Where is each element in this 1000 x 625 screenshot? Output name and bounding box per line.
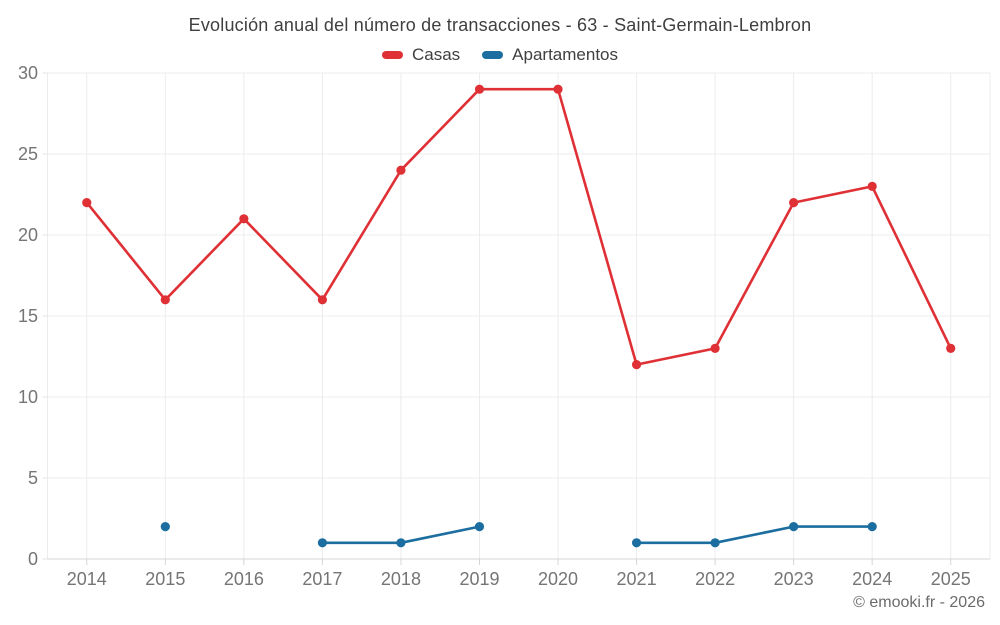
attribution-text: © emooki.fr - 2026 (853, 594, 985, 611)
y-axis-label: 25 (18, 144, 38, 164)
data-point (396, 165, 406, 175)
data-point (553, 84, 563, 94)
data-point (631, 538, 642, 548)
data-point (789, 522, 799, 532)
data-point (946, 343, 956, 353)
x-axis-label: 2023 (774, 569, 814, 589)
apartamentos-series-swatch-icon (482, 51, 504, 59)
x-axis-label: 2024 (852, 569, 892, 589)
y-axis-label: 5 (28, 468, 38, 488)
x-axis-label: 2020 (538, 569, 578, 589)
chart-legend: Casas Apartamentos (0, 45, 1000, 65)
legend-label-casas: Casas (411, 45, 461, 64)
y-axis-label: 10 (18, 387, 38, 407)
x-axis-label: 2018 (381, 569, 421, 589)
data-point (396, 538, 406, 548)
x-axis-label: 2022 (695, 569, 735, 589)
data-point (474, 522, 485, 532)
x-axis-label: 2015 (145, 569, 185, 589)
x-axis-label: 2016 (224, 569, 264, 589)
legend-item-casas[interactable]: Casas (381, 45, 461, 65)
y-axis-label: 30 (18, 63, 38, 83)
grid-lines (47, 72, 991, 559)
y-axis-label: 0 (28, 549, 38, 569)
x-axis-label: 2025 (931, 569, 971, 589)
data-point (867, 181, 877, 191)
data-point (317, 538, 327, 548)
x-axis-label: 2019 (459, 569, 499, 589)
data-point (710, 343, 720, 353)
data-point (710, 538, 720, 548)
data-point (82, 198, 92, 208)
legend-item-apartamentos[interactable]: Apartamentos (482, 45, 618, 65)
data-point (631, 360, 642, 370)
x-axis-label: 2021 (617, 569, 657, 589)
series-line (635, 525, 874, 545)
y-axis-label: 15 (18, 306, 38, 326)
data-point (867, 522, 877, 532)
chart-title: Evolución anual del número de transaccio… (188, 15, 812, 35)
y-axis-label: 20 (18, 225, 38, 245)
data-point (789, 198, 799, 208)
data-point (160, 295, 170, 305)
data-point (317, 295, 327, 305)
data-point (239, 214, 249, 224)
casas-series-swatch-icon (381, 51, 403, 59)
axis-lines (42, 72, 990, 565)
series-apartamentos (160, 522, 877, 548)
series-casas (82, 84, 956, 370)
x-axis-label: 2017 (302, 569, 342, 589)
data-point (474, 84, 485, 94)
x-axis-label: 2014 (67, 569, 107, 589)
data-point (160, 522, 170, 532)
legend-label-apartamentos: Apartamentos (512, 45, 619, 64)
series-line (85, 87, 953, 366)
